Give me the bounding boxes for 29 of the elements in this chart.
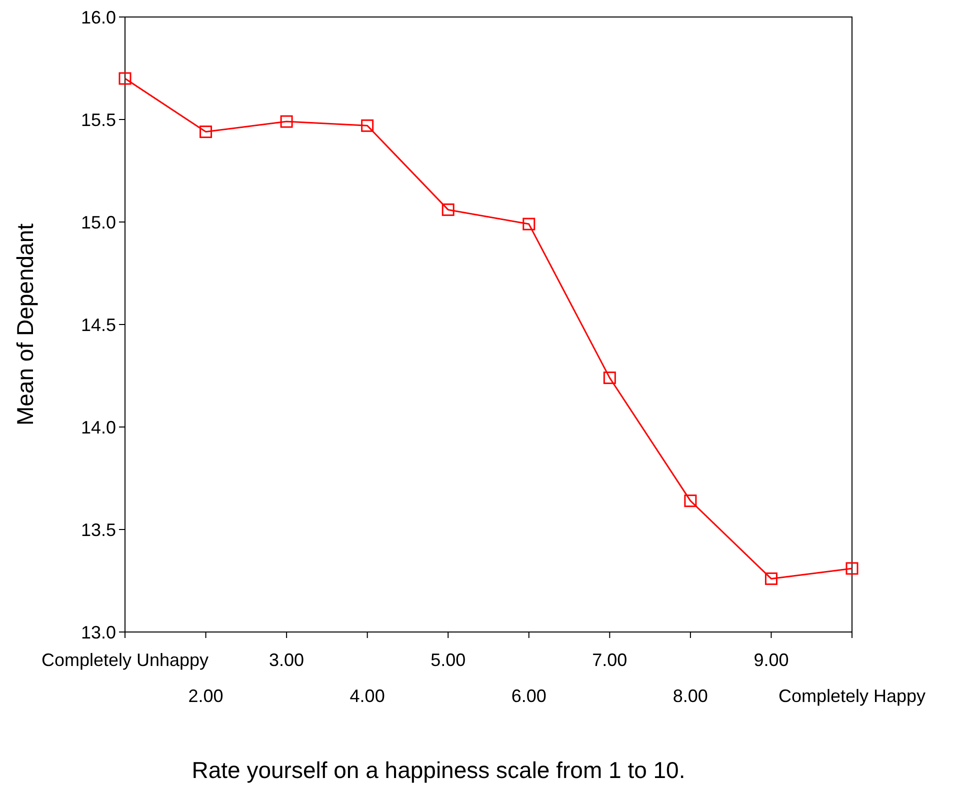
point: [764, 572, 778, 585]
y-tick-label: 13.0: [80, 622, 116, 642]
x-tick-label: 4.00: [350, 686, 385, 706]
point: [684, 494, 697, 508]
x-tick-label: 3.00: [269, 650, 304, 670]
point: [118, 72, 132, 85]
y-tick-label: 14.5: [80, 314, 116, 335]
x-tick-label: 8.00: [672, 686, 708, 706]
y-tick-label: 16.0: [80, 7, 116, 28]
x-tick-label: Completely Unhappy: [41, 650, 209, 670]
y-tick-label: 15.5: [80, 110, 116, 130]
x-tick-label: 9.00: [754, 650, 789, 670]
point: [361, 119, 374, 132]
x-tick-label: 2.00: [188, 686, 224, 706]
point: [603, 372, 616, 384]
x-tick-label: 5.00: [430, 650, 466, 670]
x-axis-title: Rate yourself on a happiness scale from 1 to 10.: [192, 757, 686, 783]
y-tick-label: 13.5: [80, 520, 116, 540]
y-tick-label: 14.0: [80, 417, 116, 438]
point: [200, 126, 212, 138]
x-tick-label: 6.00: [511, 686, 546, 706]
point: [442, 203, 454, 216]
y-tick-label: 15.0: [80, 212, 116, 232]
point: [522, 218, 536, 230]
x-tick-label: Completely Happy: [778, 686, 926, 706]
point: [846, 562, 858, 575]
y-axis-title: Mean of Dependant: [12, 222, 38, 426]
x-tick-label: 7.00: [592, 650, 628, 670]
point: [280, 115, 293, 128]
